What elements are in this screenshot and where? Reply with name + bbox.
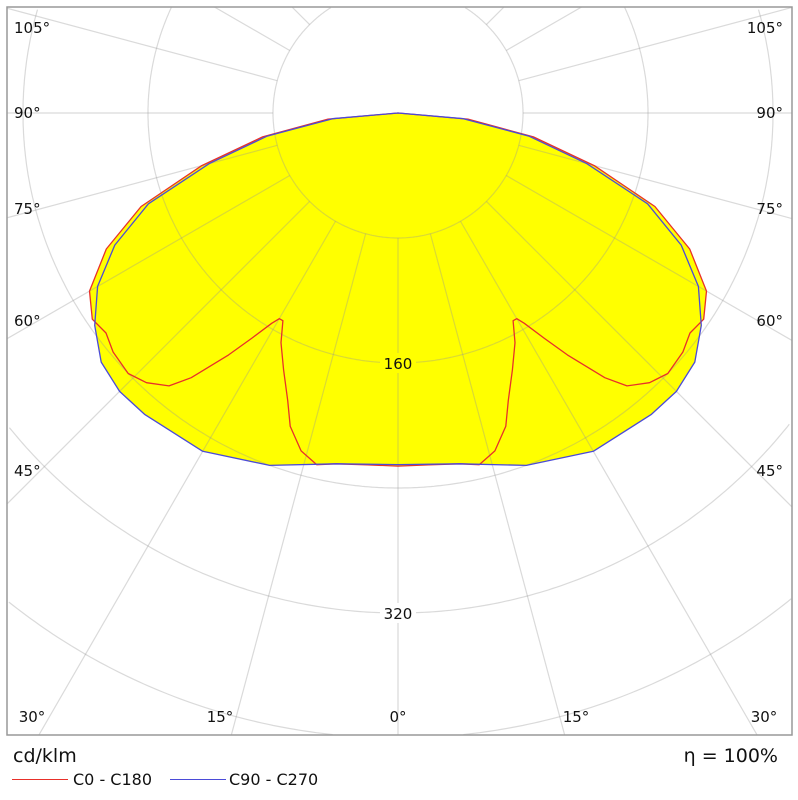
angle-label-right: 75°	[756, 200, 783, 218]
grid-circle	[398, 7, 649, 364]
curve-fill-1	[94, 113, 702, 466]
grid-spoke	[214, 7, 291, 52]
angle-label-bottom: 30°	[751, 708, 778, 726]
grid-spoke	[429, 233, 566, 735]
angle-label-left: 60°	[14, 312, 41, 330]
grid-spoke	[291, 7, 311, 26]
grid-spoke	[485, 200, 792, 508]
angle-label-left: 90°	[14, 104, 41, 122]
grid-circle	[22, 9, 398, 489]
grid-spoke	[485, 7, 505, 26]
angle-label-bottom: 15°	[563, 708, 590, 726]
grid-spoke	[230, 233, 367, 735]
plot-frame	[6, 6, 793, 736]
angle-label-right: 60°	[756, 312, 783, 330]
angle-label-bottom: 15°	[207, 708, 234, 726]
angle-label-right: 105°	[747, 19, 783, 37]
grid-spoke	[518, 7, 792, 82]
grid-circle	[398, 423, 790, 614]
grid-spoke	[7, 200, 311, 505]
grid-circle	[398, 9, 774, 489]
legend-label-c0-c180: C0 - C180	[73, 770, 153, 789]
grid-spoke	[38, 220, 337, 735]
angle-label-left: 75°	[14, 200, 41, 218]
grid-spoke	[7, 7, 278, 82]
radial-tick-label: 160	[384, 355, 413, 373]
efficiency-label: η = 100%	[683, 745, 778, 767]
radial-tick-label: 320	[384, 605, 413, 623]
grid-circle	[8, 601, 333, 735]
legend-label-c90-c270: C90 - C270	[229, 770, 319, 789]
grid-circle	[398, 7, 524, 239]
angle-label-left: 45°	[14, 462, 41, 480]
grid-circle	[8, 427, 398, 614]
grid-spoke	[7, 174, 291, 340]
unit-label: cd/klm	[13, 745, 77, 767]
grid-spoke	[505, 174, 792, 341]
angle-label-bottom: 0°	[389, 708, 406, 726]
grid-spoke	[505, 7, 582, 52]
grid-spoke	[7, 144, 278, 219]
grid-circle	[463, 598, 792, 735]
series-line-c0-c180	[88, 112, 708, 467]
legend-swatch-c0-c180	[12, 779, 68, 780]
angle-label-left: 105°	[14, 19, 50, 37]
radial-label-bg	[380, 603, 416, 623]
angle-label-right: 90°	[756, 104, 783, 122]
plot-area	[7, 7, 792, 735]
series-line-c90-c270	[94, 112, 702, 467]
grid-circle	[272, 7, 398, 239]
grid-circle	[147, 7, 398, 364]
grid-spoke	[518, 144, 792, 220]
radial-label-bg	[380, 353, 416, 373]
angle-label-bottom: 30°	[19, 708, 46, 726]
grid-spoke	[459, 220, 758, 735]
legend-swatch-c90-c270	[170, 779, 226, 780]
angle-label-right: 45°	[756, 462, 783, 480]
